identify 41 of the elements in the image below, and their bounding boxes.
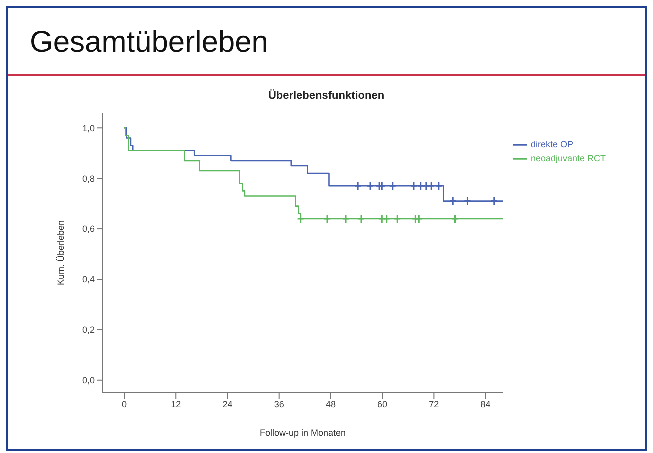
point (490, 196, 498, 206)
y-axis-title: Kum. Überleben (56, 220, 66, 286)
x-axis-title: Follow-up in Monaten (260, 428, 346, 438)
point (378, 214, 386, 224)
point (358, 214, 366, 224)
x-tick-label: 84 (480, 399, 491, 410)
y-tick-label: 0,6 (82, 224, 95, 234)
point (394, 214, 402, 224)
y-tick-label: 1,0 (82, 123, 95, 134)
x-tick-label: 72 (429, 399, 440, 410)
y-tick-label: 0,4 (82, 274, 95, 285)
point (366, 181, 374, 191)
point (449, 196, 457, 206)
x-tick-label: 24 (222, 399, 233, 410)
point (415, 214, 423, 224)
point (417, 181, 425, 191)
point (410, 181, 418, 191)
x-tick-label: 60 (378, 399, 388, 410)
chart-title: Gesamtüberleben (30, 26, 268, 60)
point (354, 181, 362, 191)
x-tick-label: 0 (122, 399, 128, 410)
point (452, 214, 460, 224)
point (435, 181, 443, 191)
point (412, 214, 420, 224)
point (342, 214, 350, 224)
x-tick-label: 12 (171, 399, 182, 410)
point (464, 196, 472, 206)
chart-subtitle: Überlebensfunktionen (267, 90, 386, 102)
point (383, 214, 391, 224)
y-tick-label: 0,8 (82, 174, 95, 184)
point (297, 214, 305, 224)
point (324, 214, 332, 224)
point (422, 181, 430, 191)
x-tick-label: 36 (274, 399, 284, 410)
legend-label: direkte OP (531, 139, 574, 150)
x-tick-label: 48 (326, 399, 336, 410)
point (389, 181, 397, 191)
y-tick-label: 0,2 (82, 325, 95, 336)
legend-label: neoadjuvante RCT (531, 153, 606, 164)
y-tick-label: 0,0 (82, 376, 95, 386)
point (428, 181, 436, 191)
